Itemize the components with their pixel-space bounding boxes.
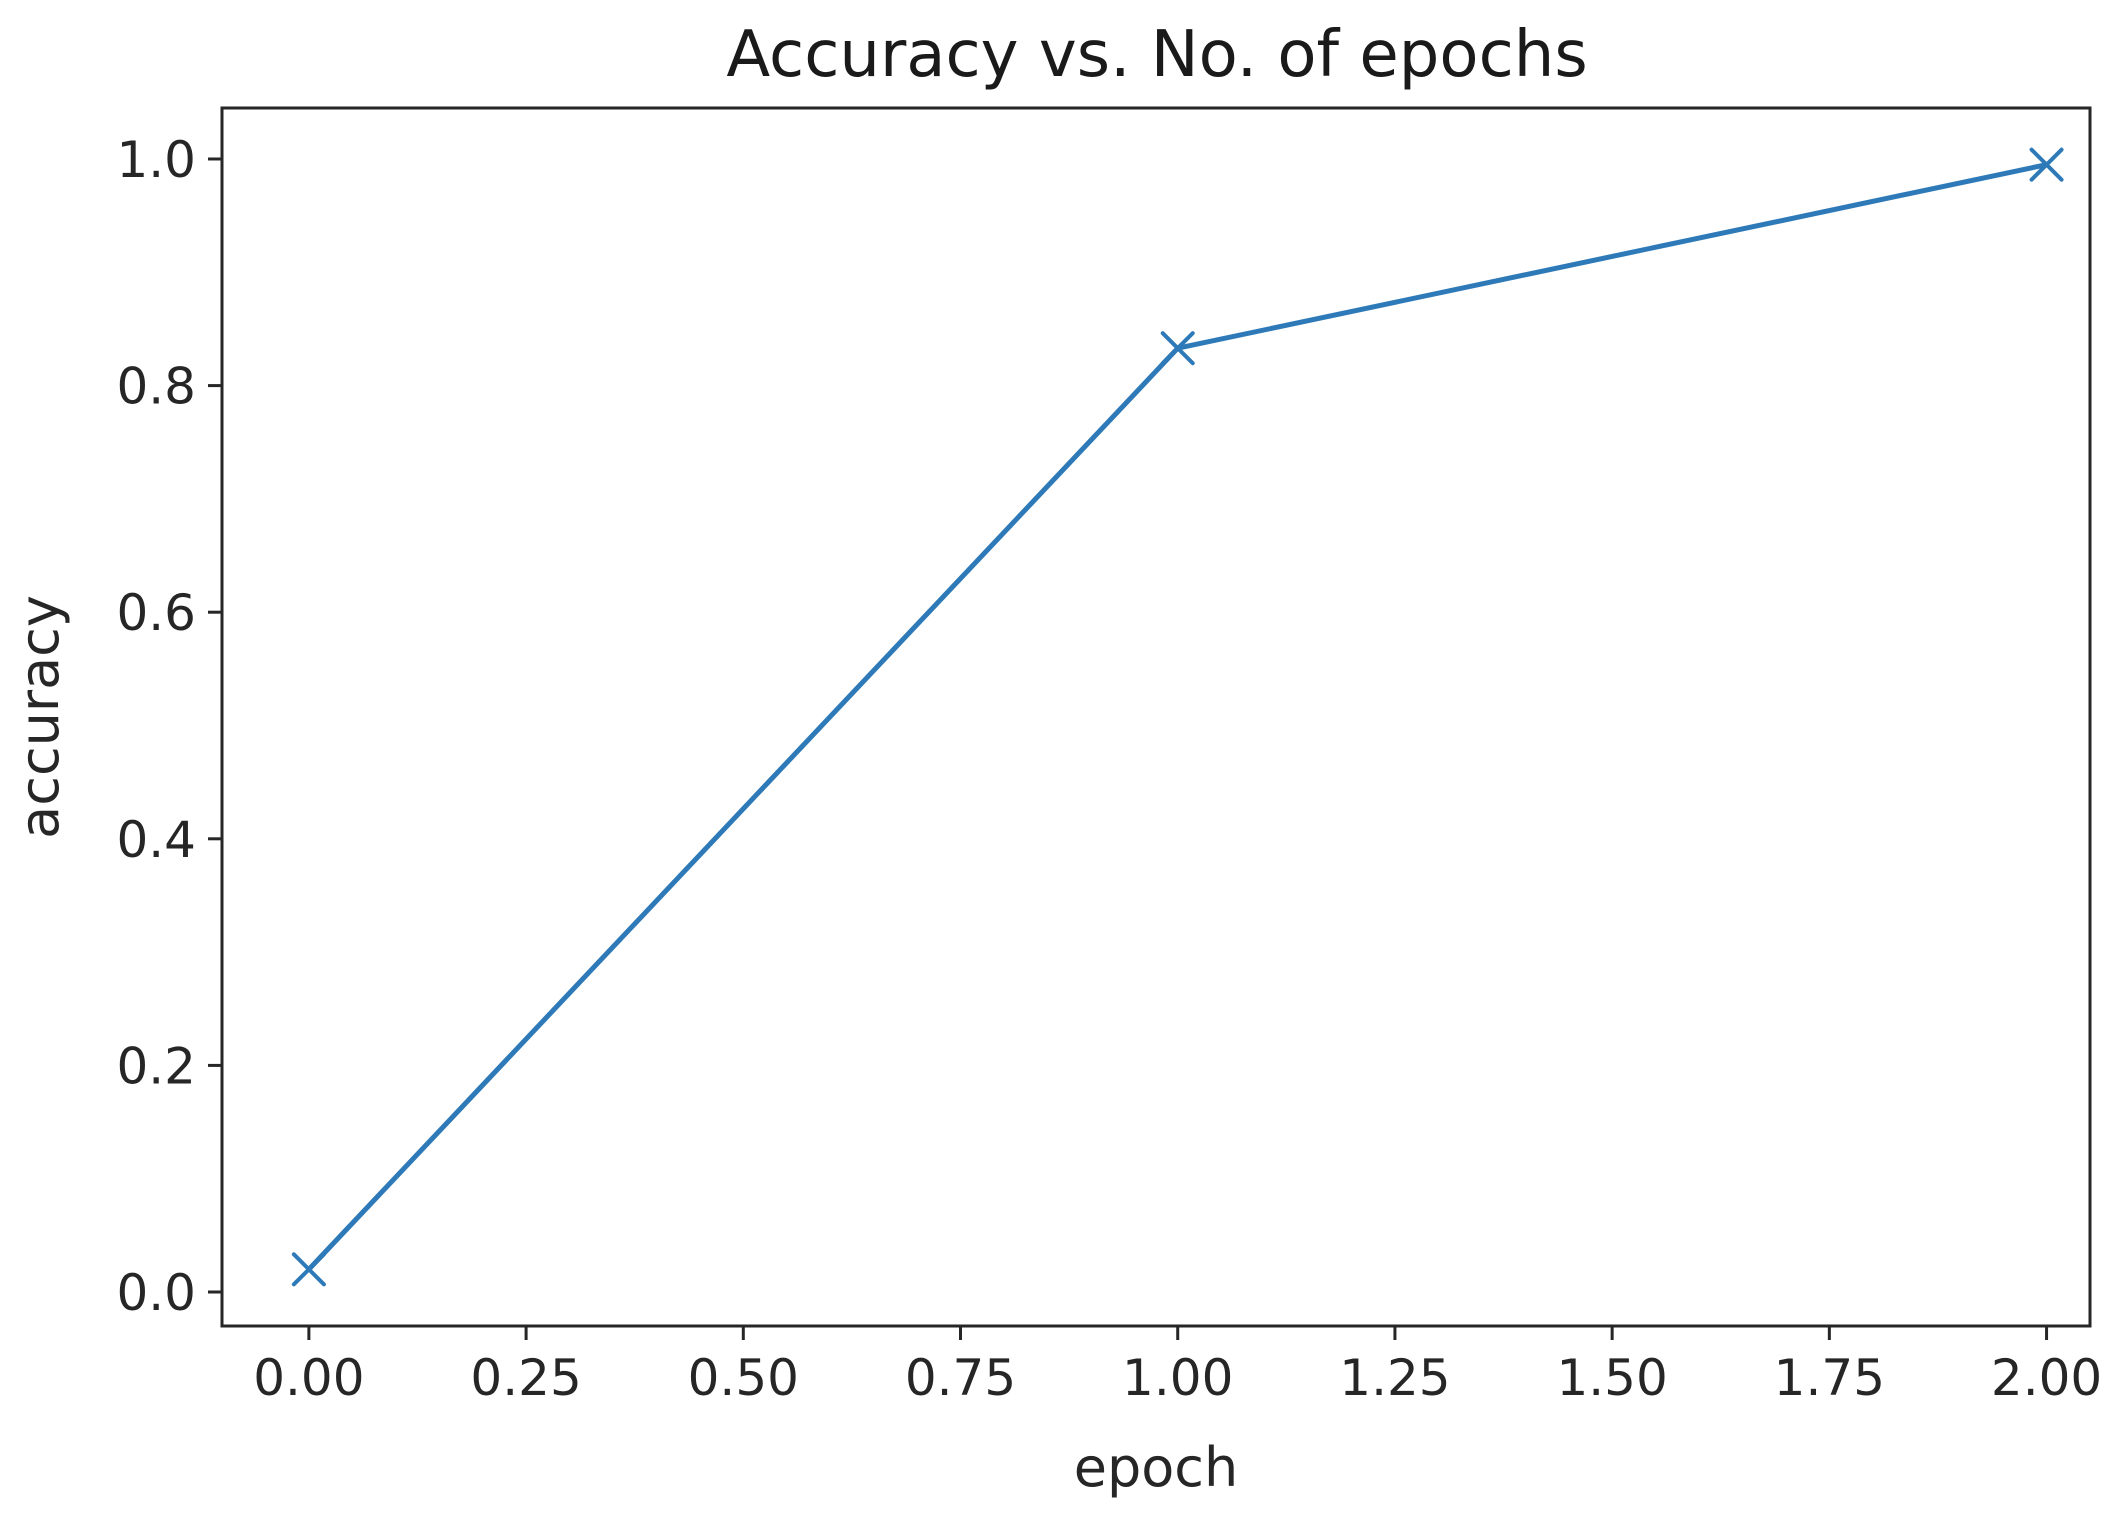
series-layer <box>291 147 2064 1287</box>
y-tick-label: 1.0 <box>116 131 196 189</box>
chart-title: Accuracy vs. No. of epochs <box>726 18 1587 92</box>
x-tick-label: 0.25 <box>470 1349 581 1407</box>
x-tick-label: 1.00 <box>1122 1349 1233 1407</box>
x-tick-label: 1.25 <box>1339 1349 1450 1407</box>
y-tick-label: 0.4 <box>116 811 196 869</box>
y-tick-label: 0.8 <box>116 358 196 416</box>
x-tick-label: 0.00 <box>253 1349 364 1407</box>
x-tick-label: 1.75 <box>1774 1349 1885 1407</box>
x-axis-label: epoch <box>1074 1436 1238 1499</box>
data-point-marker <box>1160 331 1195 366</box>
data-point-marker <box>2029 147 2064 182</box>
x-tick-label: 1.50 <box>1556 1349 1667 1407</box>
data-point-marker <box>291 1252 326 1287</box>
accuracy-line <box>306 162 2050 1272</box>
x-axis-ticks: 0.00 0.25 0.50 0.75 1.00 1.25 1.50 1.75 2.00 <box>253 1326 2102 1407</box>
y-tick-label: 0.6 <box>116 584 196 642</box>
y-tick-label: 0.0 <box>116 1264 196 1322</box>
plot-area-frame <box>220 106 2092 1328</box>
x-tick-label: 2.00 <box>1991 1349 2102 1407</box>
x-tick-label: 0.50 <box>688 1349 799 1407</box>
y-tick-label: 0.2 <box>116 1037 196 1095</box>
y-axis-label: accuracy <box>8 595 71 839</box>
x-tick-label: 0.75 <box>905 1349 1016 1407</box>
y-axis-ticks: 0.0 0.2 0.4 0.6 0.8 1.0 <box>116 131 222 1322</box>
